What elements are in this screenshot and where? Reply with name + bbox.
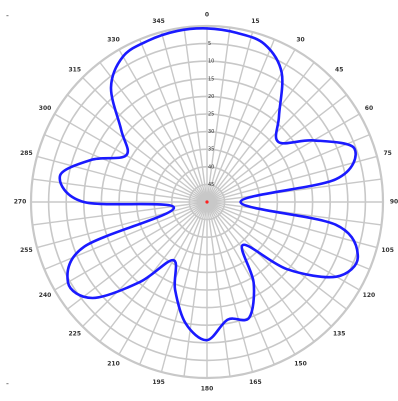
- grid-spoke: [206, 201, 360, 291]
- grid-spoke: [206, 201, 382, 226]
- grid-spoke: [206, 201, 348, 310]
- series-line: [58, 27, 360, 342]
- grid-spoke: [139, 201, 208, 365]
- angle-tick-label: 255: [20, 247, 33, 254]
- angle-tick-label: 165: [249, 379, 262, 386]
- bottom-corner-mark: -: [6, 379, 9, 388]
- grid-spoke: [54, 201, 208, 291]
- grid-spoke: [206, 201, 315, 343]
- grid-spoke: [160, 201, 208, 373]
- angle-tick-label: 345: [152, 18, 165, 25]
- grid-spoke: [183, 201, 208, 377]
- angle-tick-label: 120: [363, 292, 376, 299]
- radial-tick-label: 25: [208, 112, 214, 118]
- angle-tick-label: 315: [69, 66, 82, 73]
- grid-spoke: [206, 155, 378, 203]
- grid-spoke: [44, 134, 208, 203]
- grid-spoke: [206, 61, 315, 203]
- series-group: [58, 27, 360, 342]
- polar-grid: [29, 24, 385, 380]
- radial-tick-label: 15: [208, 76, 214, 82]
- grid-spoke: [118, 201, 208, 355]
- grid-spoke: [66, 94, 208, 203]
- angle-tick-label: 0: [205, 12, 209, 19]
- grid-spoke: [206, 113, 360, 203]
- radial-tick-label: 45: [208, 182, 214, 188]
- grid-spoke: [206, 201, 231, 377]
- grid-spoke: [183, 27, 208, 203]
- angle-tick-label: 240: [39, 292, 52, 299]
- radial-tick-label: 30: [208, 129, 214, 135]
- grid-spoke: [206, 201, 275, 365]
- angle-tick-label: 60: [365, 105, 373, 112]
- grid-spoke: [118, 49, 208, 203]
- grid-spoke: [99, 61, 208, 203]
- grid-spoke: [66, 201, 208, 310]
- angle-tick-label: 270: [14, 199, 27, 206]
- radial-labels: 5 10 15 20 25 30 35 40 45: [208, 41, 214, 188]
- angle-labels: 0153045607590105120135150165180195210225…: [14, 12, 398, 393]
- grid-spoke: [206, 49, 296, 203]
- angle-tick-label: 195: [152, 379, 165, 386]
- grid-spoke: [206, 27, 231, 203]
- angle-tick-label: 30: [296, 37, 304, 44]
- grid-spoke: [206, 31, 254, 203]
- angle-tick-label: 75: [383, 150, 391, 157]
- grid-spoke: [206, 94, 348, 203]
- radial-tick-label: 40: [208, 164, 214, 170]
- angle-tick-label: 15: [251, 18, 259, 25]
- angle-tick-label: 135: [333, 331, 346, 338]
- angle-tick-label: 330: [107, 37, 120, 44]
- radial-tick-label: 5: [208, 41, 211, 47]
- grid-spoke: [206, 77, 332, 203]
- grid-spoke: [54, 113, 208, 203]
- angle-tick-label: 285: [20, 150, 33, 157]
- grid-spoke: [160, 31, 208, 203]
- angle-tick-label: 300: [39, 105, 52, 112]
- grid-spoke: [206, 201, 296, 355]
- grid-spoke: [32, 201, 208, 226]
- grid-spoke: [36, 155, 208, 203]
- grid-spoke: [139, 39, 208, 203]
- grid-spoke: [82, 77, 208, 203]
- grid-spoke: [206, 39, 275, 203]
- angle-tick-label: 105: [381, 247, 394, 254]
- angle-tick-label: 225: [69, 331, 82, 338]
- grid-spoke: [82, 201, 208, 327]
- grid-spoke: [206, 201, 370, 270]
- angle-tick-label: 45: [335, 66, 343, 73]
- radial-tick-label: 35: [208, 147, 214, 153]
- radial-tick-label: 20: [208, 94, 214, 100]
- angle-tick-label: 210: [107, 360, 120, 367]
- grid-spoke: [206, 201, 332, 327]
- center-point: [205, 200, 209, 204]
- radial-tick-label: 10: [208, 59, 214, 65]
- grid-spoke: [206, 134, 370, 203]
- grid-spoke: [36, 201, 208, 249]
- top-corner-mark: -: [6, 11, 9, 20]
- grid-spoke: [206, 201, 254, 373]
- grid-spoke: [206, 201, 378, 249]
- angle-tick-label: 90: [390, 199, 398, 206]
- angle-tick-label: 180: [201, 386, 214, 393]
- angle-tick-label: 150: [294, 360, 307, 367]
- grid-spoke: [206, 178, 382, 203]
